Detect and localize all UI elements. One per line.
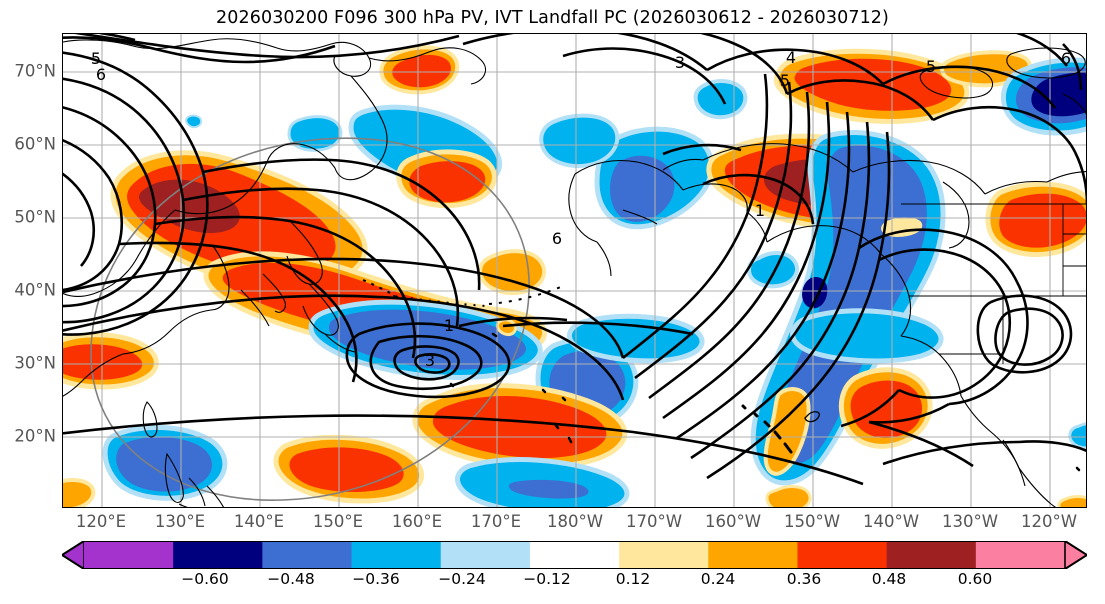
shading-blob bbox=[1057, 495, 1086, 507]
domain-circle bbox=[90, 137, 530, 501]
colorbar-tick: −0.24 bbox=[438, 570, 486, 588]
y-tick-label: 50°N bbox=[14, 207, 56, 227]
shading-blob bbox=[185, 114, 203, 129]
shading-blob bbox=[790, 308, 944, 364]
x-tick-label: 140°E bbox=[233, 512, 285, 531]
contour-label: 1 bbox=[444, 316, 454, 335]
shading-blob bbox=[495, 318, 517, 336]
shading-blob bbox=[116, 436, 212, 492]
shading-blob bbox=[139, 179, 240, 233]
x-tick-label: 150°E bbox=[312, 512, 364, 531]
y-tick-label: 60°N bbox=[14, 134, 56, 154]
shading-blob bbox=[1068, 422, 1086, 450]
colorbar-segment bbox=[975, 541, 1066, 569]
shading-blob bbox=[610, 155, 675, 222]
colorbar-segment bbox=[84, 541, 174, 569]
x-tick-label: 160°W bbox=[704, 512, 762, 531]
colorbar-segment bbox=[708, 541, 798, 569]
x-tick-label: 170°W bbox=[625, 512, 683, 531]
colorbar-segment bbox=[440, 541, 531, 569]
x-tick-label: 170°E bbox=[470, 512, 522, 531]
shading-blob bbox=[1031, 72, 1086, 117]
colorbar-tick: 0.36 bbox=[786, 570, 822, 588]
y-tick-label: 40°N bbox=[14, 280, 56, 300]
colorbar-segment bbox=[797, 541, 888, 569]
x-tick-label: 150°W bbox=[783, 512, 841, 531]
y-tick-label: 20°N bbox=[14, 426, 56, 446]
colorbar-segment bbox=[886, 541, 977, 569]
colorbar-segment bbox=[262, 541, 353, 569]
contour-label: 3 bbox=[675, 53, 685, 72]
contour-label: 1 bbox=[755, 201, 765, 220]
coastlines bbox=[63, 38, 1086, 507]
map-axes[interactable]: 6 5 3 4 5 5 6 1 6 1 3 bbox=[62, 33, 1087, 508]
shading-blob bbox=[850, 380, 923, 438]
x-tick-label: 130°W bbox=[941, 512, 999, 531]
x-tick-label: 160°E bbox=[391, 512, 443, 531]
shading-blob bbox=[763, 387, 811, 476]
shaded-correlation-field bbox=[63, 45, 1086, 507]
x-tick-label: 180°W bbox=[546, 512, 604, 531]
contour-label: 3 bbox=[425, 351, 435, 370]
colorbar-tick: 0.24 bbox=[700, 570, 736, 588]
shading-blob bbox=[289, 447, 404, 492]
colorbar-segment bbox=[619, 541, 709, 569]
map-canvas: 6 5 3 4 5 5 6 1 6 1 3 bbox=[63, 34, 1086, 507]
colorbar-canvas bbox=[60, 539, 1089, 574]
colorbar-segment bbox=[351, 541, 442, 569]
contour-label: 6 bbox=[552, 229, 562, 248]
shading-blob bbox=[746, 251, 799, 289]
colorbar-cap-max bbox=[1064, 539, 1089, 571]
shading-blob bbox=[508, 479, 589, 499]
y-tick-label: 30°N bbox=[14, 353, 56, 373]
shading-blob bbox=[765, 485, 812, 507]
contour-label: 5 bbox=[91, 49, 101, 68]
shading-blob bbox=[392, 54, 451, 88]
colorbar-tick: −0.60 bbox=[181, 570, 229, 588]
page-title: 2026030200 F096 300 hPa PV, IVT Landfall… bbox=[216, 8, 889, 28]
x-tick-label: 120°W bbox=[1020, 512, 1078, 531]
contour-label: 5 bbox=[780, 71, 790, 90]
colorbar-tick: 0.12 bbox=[615, 570, 651, 588]
shading-blob bbox=[63, 478, 96, 507]
colorbar-tick: −0.12 bbox=[523, 570, 571, 588]
shading-blob bbox=[329, 309, 526, 370]
colorbar-segment bbox=[529, 541, 620, 569]
contour-label: 4 bbox=[786, 48, 796, 67]
shading-blob bbox=[802, 276, 828, 309]
shading-blob bbox=[432, 395, 607, 459]
colorbar-tick: 0.48 bbox=[871, 570, 907, 588]
x-tick-label: 130°E bbox=[154, 512, 206, 531]
contour-label: 6 bbox=[96, 65, 106, 84]
contour-label: 5 bbox=[926, 57, 936, 76]
colorbar-tick: −0.48 bbox=[267, 570, 315, 588]
colorbar-cap-min bbox=[60, 539, 85, 571]
x-tick-label: 140°W bbox=[862, 512, 920, 531]
y-tick-label: 70°N bbox=[14, 61, 56, 81]
colorbar-tick-labels: −0.60 −0.48 −0.36 −0.24 −0.12 0.12 0.24 … bbox=[0, 570, 1105, 594]
colorbar-tick: −0.36 bbox=[352, 570, 400, 588]
shading-blob bbox=[693, 79, 748, 120]
colorbar-segment bbox=[173, 541, 263, 569]
contour-labels: 6 5 3 4 5 5 6 1 6 1 3 bbox=[91, 48, 1071, 370]
x-tick-label: 120°E bbox=[75, 512, 127, 531]
shading-blob bbox=[478, 249, 547, 295]
colorbar-tick: 0.60 bbox=[957, 570, 993, 588]
colorbar[interactable] bbox=[60, 539, 1089, 574]
pv-contours bbox=[63, 34, 1086, 486]
contour-label: 6 bbox=[1061, 49, 1071, 68]
shading-blob bbox=[539, 113, 620, 168]
